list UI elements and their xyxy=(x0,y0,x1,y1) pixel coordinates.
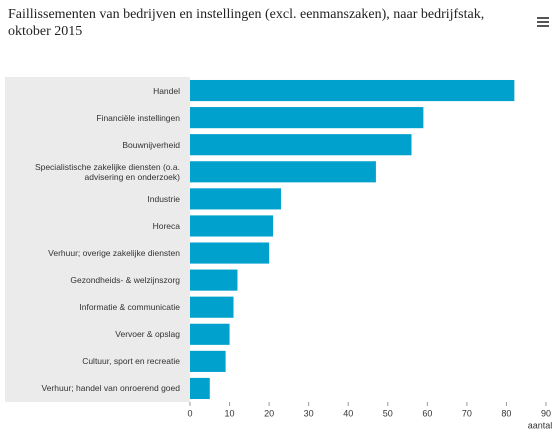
y-tick-label: Vervoer & opslag xyxy=(115,329,180,340)
x-tick-label: 80 xyxy=(501,408,511,418)
y-tick-label: Verhuur; overige zakelijke diensten xyxy=(48,248,180,259)
x-tick-label: 90 xyxy=(541,408,551,418)
y-tick-label: Informatie & communicatie xyxy=(79,302,180,313)
y-tick-label: Verhuur; handel van onroerend goed xyxy=(41,383,180,394)
menu-bar xyxy=(537,21,549,23)
y-tick-label: Cultuur, sport en recreatie xyxy=(82,356,180,367)
x-axis-label: aantal xyxy=(528,420,553,430)
y-tick-label: Specialistische zakelijke diensten (o.a.… xyxy=(34,161,180,182)
chart-title: Faillissementen van bedrijven en instell… xyxy=(8,7,485,39)
bar xyxy=(190,377,210,400)
bar xyxy=(190,323,230,345)
bar xyxy=(190,188,281,210)
category-background xyxy=(5,77,190,402)
x-tick-label: 70 xyxy=(462,408,472,418)
bar xyxy=(190,161,376,183)
x-tick-label: 40 xyxy=(343,408,353,418)
bar xyxy=(190,107,424,129)
x-tick-label: 10 xyxy=(225,408,235,418)
bar xyxy=(190,134,412,156)
y-tick-label: Financiële instellingen xyxy=(96,112,180,123)
x-tick-label: 50 xyxy=(383,408,393,418)
bar xyxy=(190,296,234,318)
menu-bar xyxy=(537,25,549,27)
y-tick-label: Industrie xyxy=(147,193,180,204)
x-tick-label: 60 xyxy=(422,408,432,418)
bar xyxy=(190,79,515,102)
x-tick-label: 0 xyxy=(187,408,192,418)
y-tick-label: Handel xyxy=(153,85,180,96)
x-tick-label: 30 xyxy=(304,408,314,418)
bar xyxy=(190,242,270,264)
bar xyxy=(190,215,274,237)
menu-icon[interactable] xyxy=(537,17,549,27)
y-tick-label: Horeca xyxy=(152,220,180,231)
bar xyxy=(190,350,226,372)
y-tick-label: Bouwnijverheid xyxy=(122,139,180,150)
menu-bar xyxy=(537,17,549,19)
y-tick-label: Gezondheids- & welzijnszorg xyxy=(70,275,180,286)
x-tick-label: 20 xyxy=(264,408,274,418)
bar xyxy=(190,269,238,291)
